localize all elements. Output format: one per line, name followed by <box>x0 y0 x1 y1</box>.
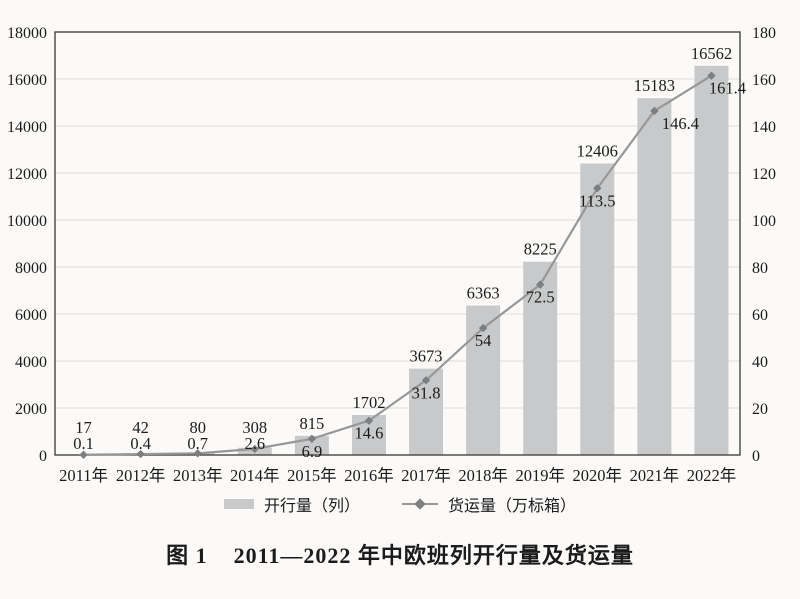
line-value-label: 0.1 <box>73 434 94 453</box>
axis-tick-label-left: 14000 <box>7 119 47 136</box>
x-axis-label: 2015年 <box>287 466 337 485</box>
figure-caption: 图 1 2011—2022 年中欧班列开行量及货运量 <box>0 538 800 570</box>
line-marker-icon <box>650 106 659 116</box>
bar-value-label: 42 <box>132 418 149 437</box>
x-axis-label: 2022年 <box>687 466 737 485</box>
line-marker-icon <box>307 434 317 443</box>
line-series-swatch-icon <box>402 498 438 510</box>
axis-tick-label-right: 160 <box>752 72 776 89</box>
line-marker-icon <box>478 323 488 333</box>
x-axis-label: 2018年 <box>458 466 508 485</box>
axis-tick-label-right: 180 <box>752 25 776 42</box>
bar-value-label: 17 <box>75 418 92 437</box>
x-axis-label: 2013年 <box>173 466 223 485</box>
axis-tick-label-left: 16000 <box>7 72 47 89</box>
bar-value-label: 308 <box>242 418 267 437</box>
axis-tick-label-left: 4000 <box>15 354 47 371</box>
axis-tick-label-right: 40 <box>752 354 768 371</box>
chart-canvas: 0 2000 4000 6000 8000 10000 12000 14000 16000 180… <box>7 25 776 485</box>
legend-label-line: 货运量（万标箱） <box>448 498 577 515</box>
bar-series-swatch-icon <box>223 499 254 509</box>
bar <box>694 65 729 455</box>
axis-tick-label-right: 120 <box>752 166 776 183</box>
axis-tick-label-right: 0 <box>752 448 760 465</box>
legend-item-bars: 开行量（列） <box>223 492 360 516</box>
line-value-label: 6.9 <box>302 442 323 461</box>
bar <box>580 163 615 456</box>
line-marker-icon <box>707 71 716 80</box>
line-value-label: 31.8 <box>412 383 441 402</box>
legend-label-bars: 开行量（列） <box>263 498 360 515</box>
bar-value-label: 80 <box>189 418 206 437</box>
line-value-label: 0.7 <box>187 434 208 453</box>
x-axis-label: 2021年 <box>630 466 680 485</box>
legend-item-line: 货运量（万标箱） <box>402 492 576 516</box>
figure-title: 2011—2022 年中欧班列开行量及货运量 <box>233 543 634 568</box>
axis-tick-label-right: 100 <box>752 213 776 230</box>
line-marker-icon <box>364 416 374 425</box>
axis-tick-label-left: 18000 <box>7 25 47 42</box>
x-axis-label: 2012年 <box>116 466 166 485</box>
axis-tick-label-right: 80 <box>752 260 768 277</box>
line-value-label: 14.6 <box>355 424 384 443</box>
axis-tick-label-right: 140 <box>752 119 776 136</box>
line-value-label: 0.4 <box>130 434 151 453</box>
axis-tick-label-right: 60 <box>752 307 768 324</box>
line-marker-icon <box>136 449 145 459</box>
bar-value-label: 3673 <box>410 347 443 366</box>
line-value-label: 72.5 <box>526 288 555 307</box>
figure-number-label: 图 1 <box>166 543 208 568</box>
line-value-label: 161.4 <box>709 79 746 98</box>
axis-tick-label-left: 0 <box>39 448 47 465</box>
bar-value-label: 8225 <box>524 240 557 259</box>
axis-tick-label-left: 2000 <box>15 401 47 418</box>
x-axis-label: 2016年 <box>344 466 394 485</box>
x-axis-label: 2014年 <box>230 466 280 485</box>
line-marker-icon <box>421 376 431 385</box>
chart-legend: 开行量（列） 货运量（万标箱） <box>0 491 800 517</box>
line-marker-icon <box>536 280 545 289</box>
axis-tick-label-left: 8000 <box>15 260 47 277</box>
line-value-label: 113.5 <box>579 191 616 210</box>
axis-tick-label-left: 10000 <box>7 213 47 230</box>
x-axis-label: 2011年 <box>59 466 108 485</box>
x-axis-label: 2019年 <box>515 466 565 485</box>
bar-value-label: 15183 <box>634 76 675 95</box>
axis-tick-label-right: 20 <box>752 401 768 418</box>
bar-value-label: 12406 <box>577 141 618 160</box>
line-marker-icon <box>79 450 88 459</box>
line-marker-icon <box>193 449 202 458</box>
line-marker-icon <box>593 184 602 193</box>
line-series <box>83 74 713 456</box>
bar-value-label: 1702 <box>352 393 385 412</box>
line-value-label: 146.4 <box>662 114 699 133</box>
x-axis-label: 2017年 <box>401 466 451 485</box>
plot-border <box>54 31 741 456</box>
axis-tick-label-left: 6000 <box>15 307 47 324</box>
line-value-label: 54 <box>475 331 492 350</box>
bar-value-label: 16562 <box>691 44 732 63</box>
bar <box>637 98 672 456</box>
x-axis-label: 2020年 <box>573 466 623 485</box>
bar-value-label: 6363 <box>467 283 500 302</box>
line-value-label: 2.6 <box>244 434 265 453</box>
axis-tick-label-left: 12000 <box>7 166 47 183</box>
bar-value-label: 815 <box>300 414 325 433</box>
line-marker-icon <box>250 444 259 454</box>
